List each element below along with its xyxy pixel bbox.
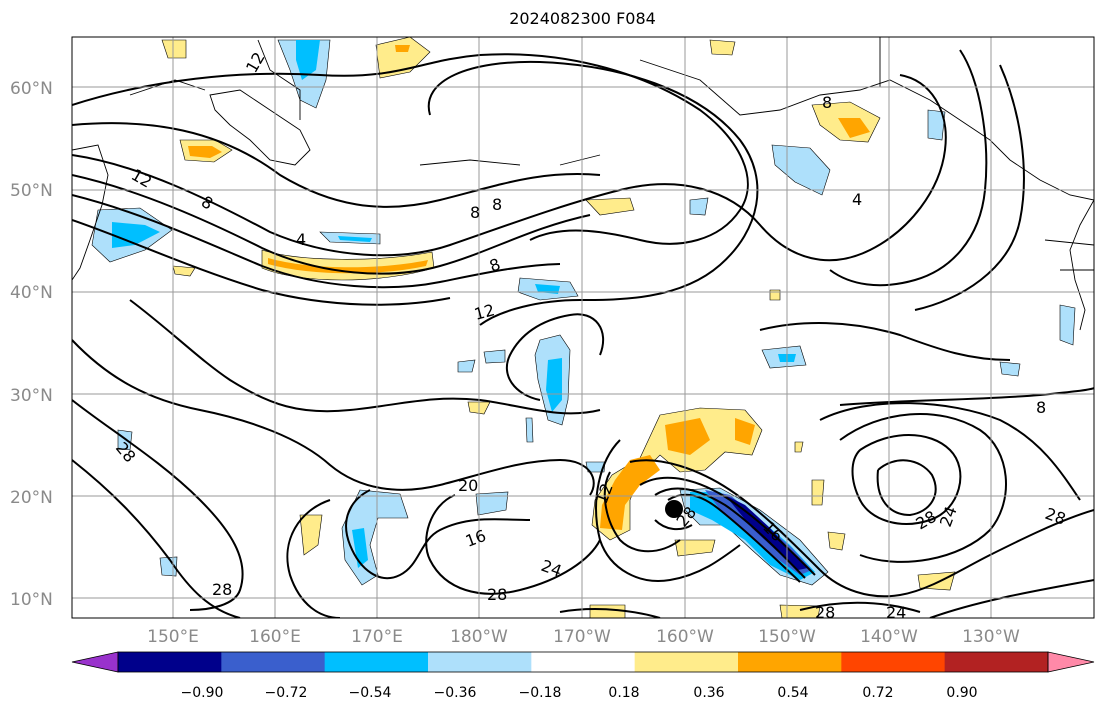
colorbar-segment [221, 652, 326, 672]
colorbar [71, 651, 1095, 673]
latitude-labels: 60°N 50°N 40°N 30°N 20°N 10°N [10, 79, 53, 610]
colorbar-segment [531, 652, 636, 672]
colorbar-segment [428, 652, 532, 672]
colorbar-segment [841, 652, 946, 672]
colorbar-labels: −0.90 −0.72 −0.54 −0.36 −0.18 0.18 0.36 … [181, 685, 978, 701]
lon-label: 150°W [758, 627, 816, 647]
colorbar-tick-label: −0.54 [349, 685, 392, 701]
colorbar-tick-label: 0.18 [608, 685, 639, 701]
lon-label: 140°W [860, 627, 918, 647]
contour-label: 4 [296, 230, 306, 249]
map-title: 2024082300 F084 [509, 9, 656, 28]
contour-label: 12 [472, 300, 497, 324]
lat-label: 20°N [10, 488, 53, 508]
contour-label: 28 [212, 580, 232, 599]
colorbar-outline [117, 651, 1049, 673]
colorbar-tick-label: −0.18 [519, 685, 562, 701]
contour-label: 8 [470, 203, 480, 222]
longitude-labels: 150°E 160°E 170°E 180°W 170°W 160°W 150°… [147, 627, 1020, 647]
lat-label: 30°N [10, 386, 53, 406]
colorbar-extend-low [71, 651, 119, 673]
contour-label: 8 [1036, 398, 1046, 417]
colorbar-tick-label: 0.36 [693, 685, 724, 701]
lat-label: 50°N [10, 181, 53, 201]
colorbar-segment [634, 652, 739, 672]
colorbar-segment [118, 652, 222, 672]
map-frame [71, 36, 1095, 619]
lon-label: 160°W [656, 627, 714, 647]
graticule [72, 37, 1094, 618]
lat-label: 10°N [10, 590, 53, 610]
contour-label: 24 [886, 603, 906, 622]
lon-label: 130°W [962, 627, 1020, 647]
colorbar-tick-label: 0.72 [862, 685, 893, 701]
contour-label: 20 [458, 476, 478, 495]
contour-label: 28 [487, 585, 507, 604]
colorbar-tick-label: −0.72 [265, 685, 308, 701]
contour-label: 28 [815, 603, 835, 622]
colorbar-segment [738, 652, 842, 672]
colorbar-tick-label: −0.90 [181, 685, 224, 701]
lon-label: 170°E [351, 627, 403, 647]
contour-label: 8 [822, 93, 832, 112]
contour-lines [72, 49, 1094, 618]
lat-label: 60°N [10, 79, 53, 99]
colorbar-tick-label: 0.90 [946, 685, 977, 701]
colorbar-segment [944, 652, 1049, 672]
contour-label: 8 [492, 195, 502, 214]
colorbar-segment [324, 652, 429, 672]
colorbar-tick-label: 0.54 [777, 685, 808, 701]
lon-label: 180°W [450, 627, 508, 647]
colorbar-extend-high [1047, 651, 1095, 673]
lon-label: 160°E [249, 627, 301, 647]
lon-label: 150°E [147, 627, 199, 647]
colorbar-tick-label: −0.36 [434, 685, 477, 701]
lat-label: 40°N [10, 283, 53, 303]
contour-label: 4 [852, 190, 862, 209]
lon-label: 170°W [553, 627, 611, 647]
storm-center-marker [665, 500, 683, 518]
